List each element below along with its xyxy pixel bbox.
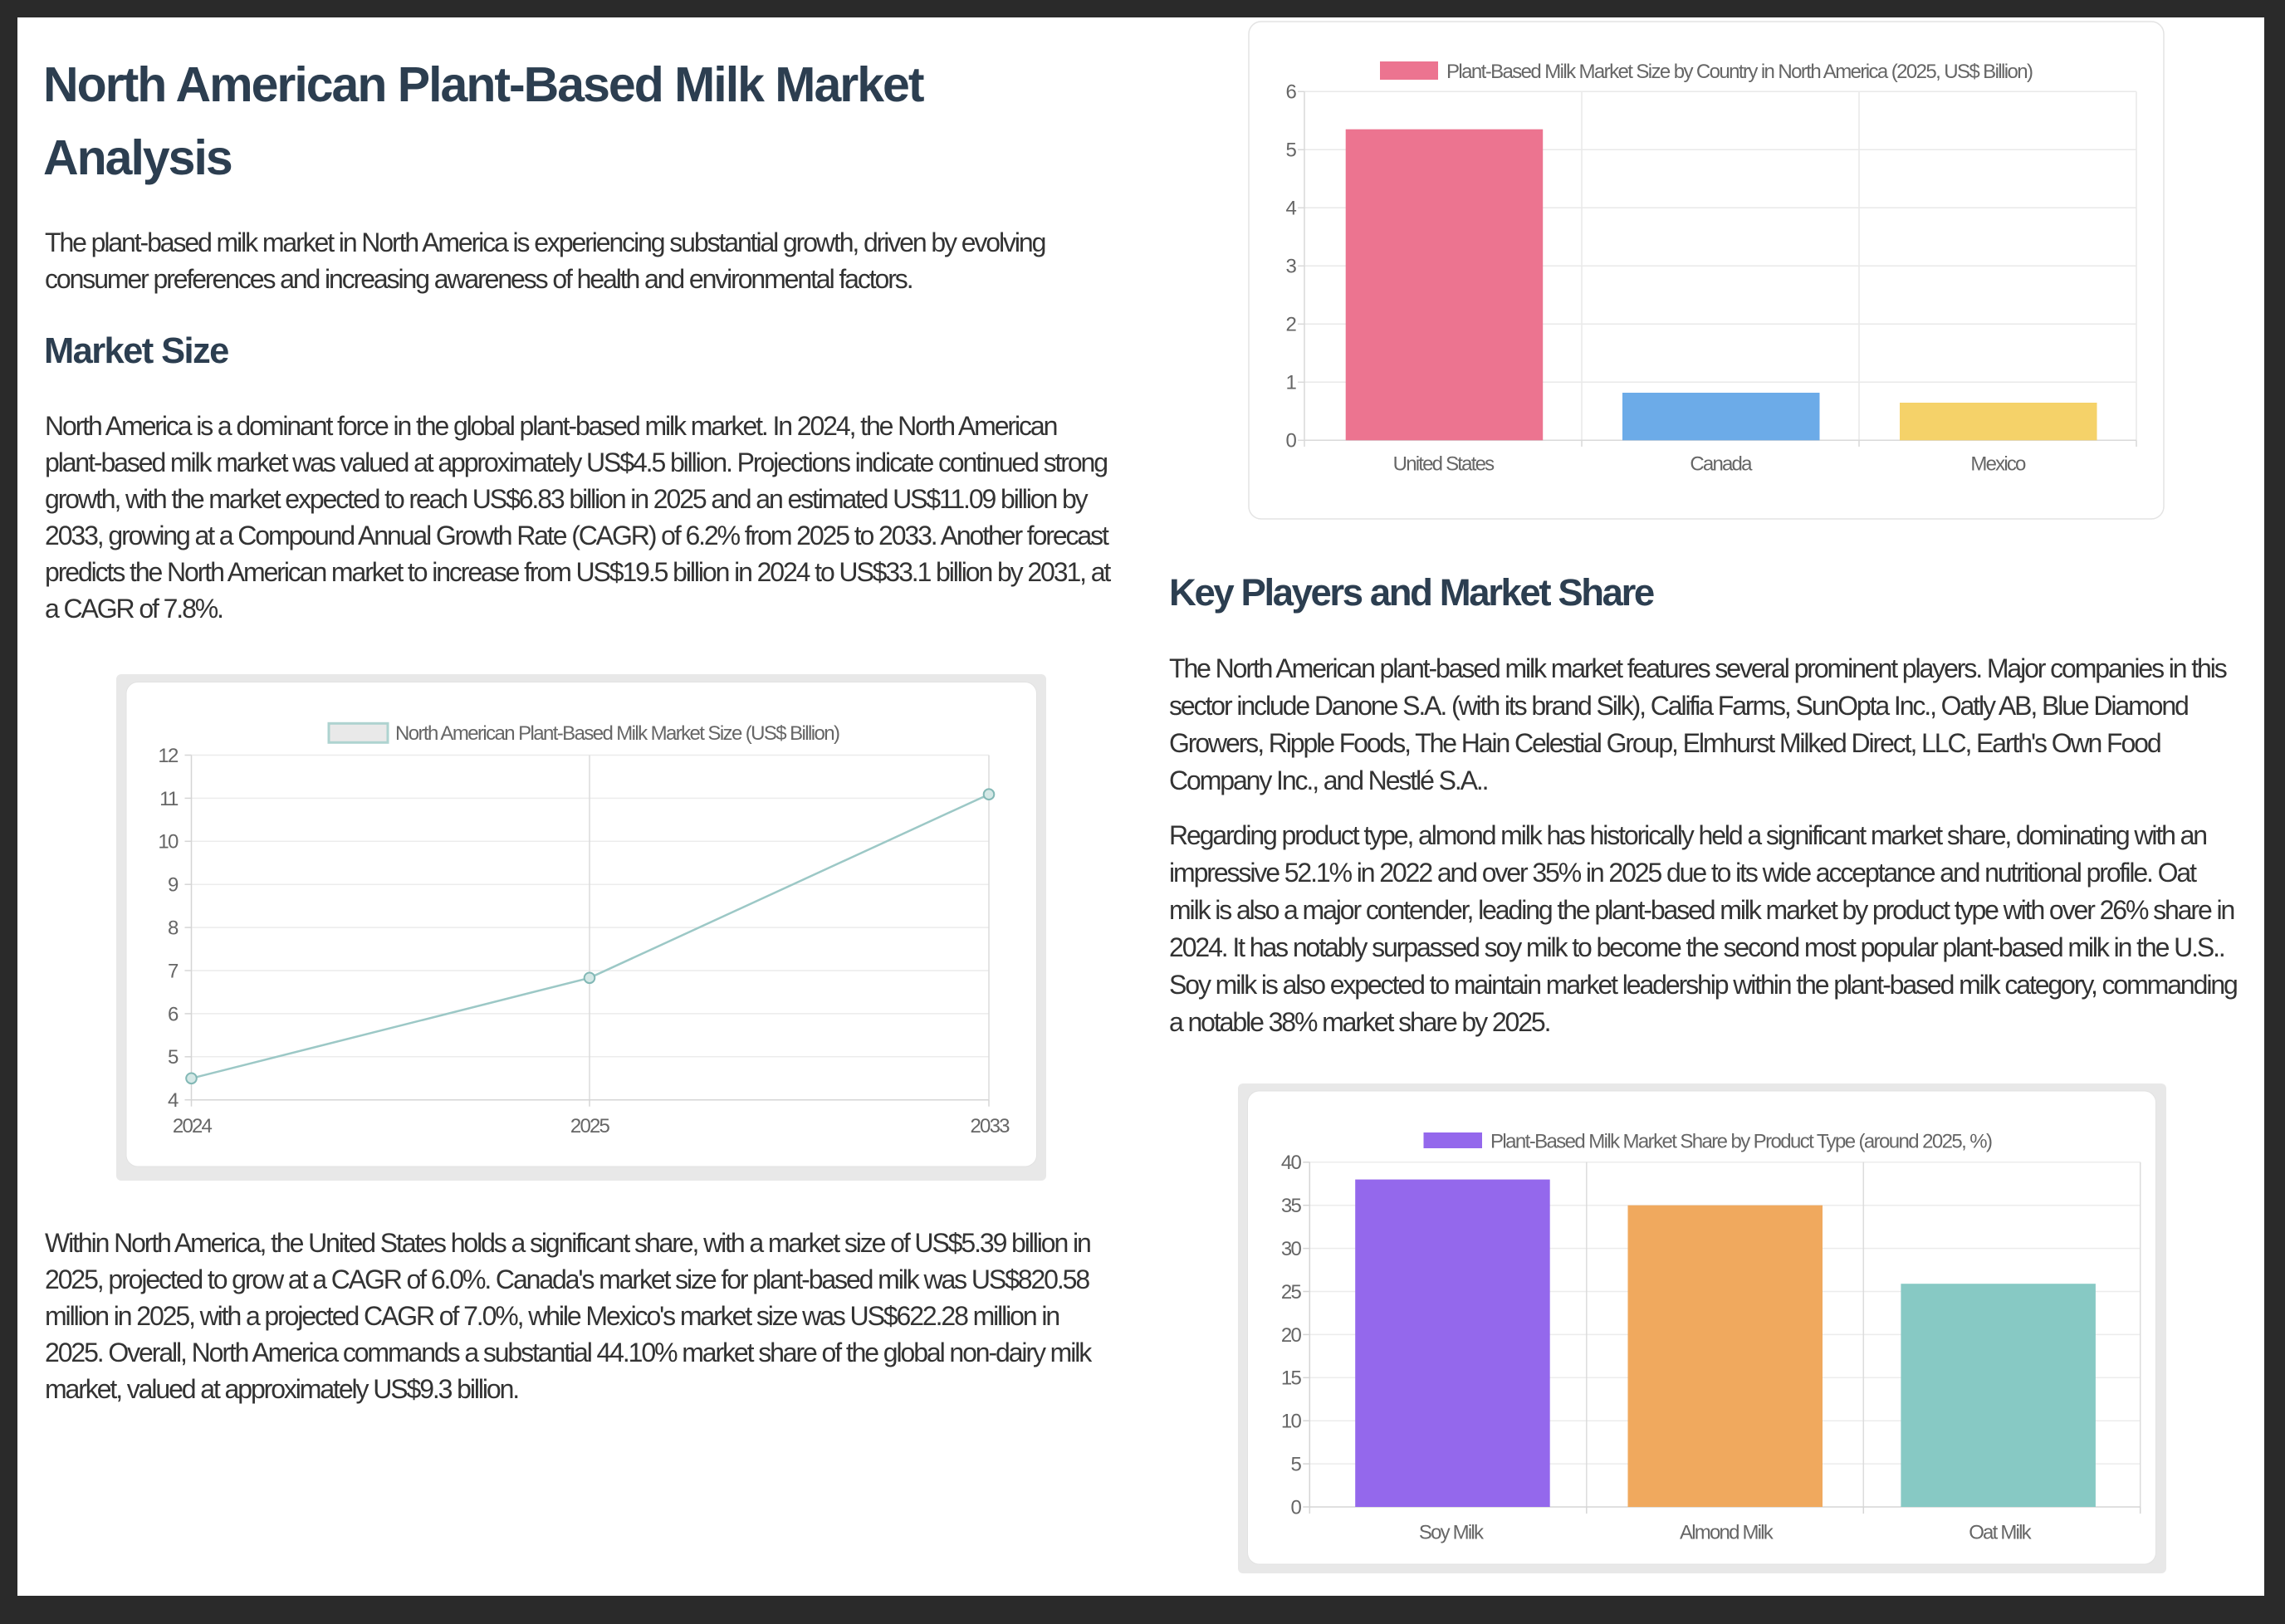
svg-text:10: 10 [1281,1411,1302,1433]
svg-text:6: 6 [1285,81,1296,104]
svg-text:1: 1 [1285,372,1296,394]
svg-text:Soy Milk: Soy Milk [1419,1522,1485,1544]
svg-text:4: 4 [1285,198,1296,220]
svg-text:3: 3 [1285,256,1296,278]
svg-text:20: 20 [1281,1324,1302,1347]
svg-text:6: 6 [168,1003,179,1025]
svg-text:Oat Milk: Oat Milk [1969,1522,2032,1544]
svg-text:12: 12 [158,745,179,767]
svg-text:15: 15 [1281,1367,1302,1390]
svg-text:7: 7 [168,960,179,982]
svg-text:Mexico: Mexico [1970,453,2026,476]
svg-text:30: 30 [1281,1238,1302,1260]
svg-text:2: 2 [1285,314,1296,336]
svg-text:35: 35 [1281,1195,1302,1217]
svg-text:5: 5 [1290,1454,1301,1476]
svg-text:25: 25 [1281,1281,1302,1304]
svg-text:Plant-Based Milk Market Size b: Plant-Based Milk Market Size by Country … [1446,61,2033,83]
svg-text:9: 9 [168,874,179,897]
svg-text:40: 40 [1281,1152,1302,1174]
svg-text:0: 0 [1285,430,1296,452]
svg-text:North American Plant-Based Mil: North American Plant-Based Milk Market S… [395,722,839,745]
svg-text:5: 5 [168,1046,179,1069]
svg-text:5: 5 [1285,139,1296,162]
svg-text:8: 8 [168,917,179,940]
svg-text:United States: United States [1393,453,1495,476]
svg-text:Almond Milk: Almond Milk [1680,1522,1774,1544]
svg-text:Plant-Based Milk Market Share: Plant-Based Milk Market Share by Product… [1490,1131,1992,1153]
svg-text:Canada: Canada [1690,453,1753,476]
svg-text:0: 0 [1290,1496,1301,1519]
svg-text:4: 4 [168,1089,179,1112]
svg-text:2025: 2025 [570,1115,610,1137]
svg-text:2024: 2024 [173,1115,213,1137]
svg-text:10: 10 [158,831,179,854]
svg-text:11: 11 [159,788,179,810]
svg-text:2033: 2033 [970,1115,1010,1137]
